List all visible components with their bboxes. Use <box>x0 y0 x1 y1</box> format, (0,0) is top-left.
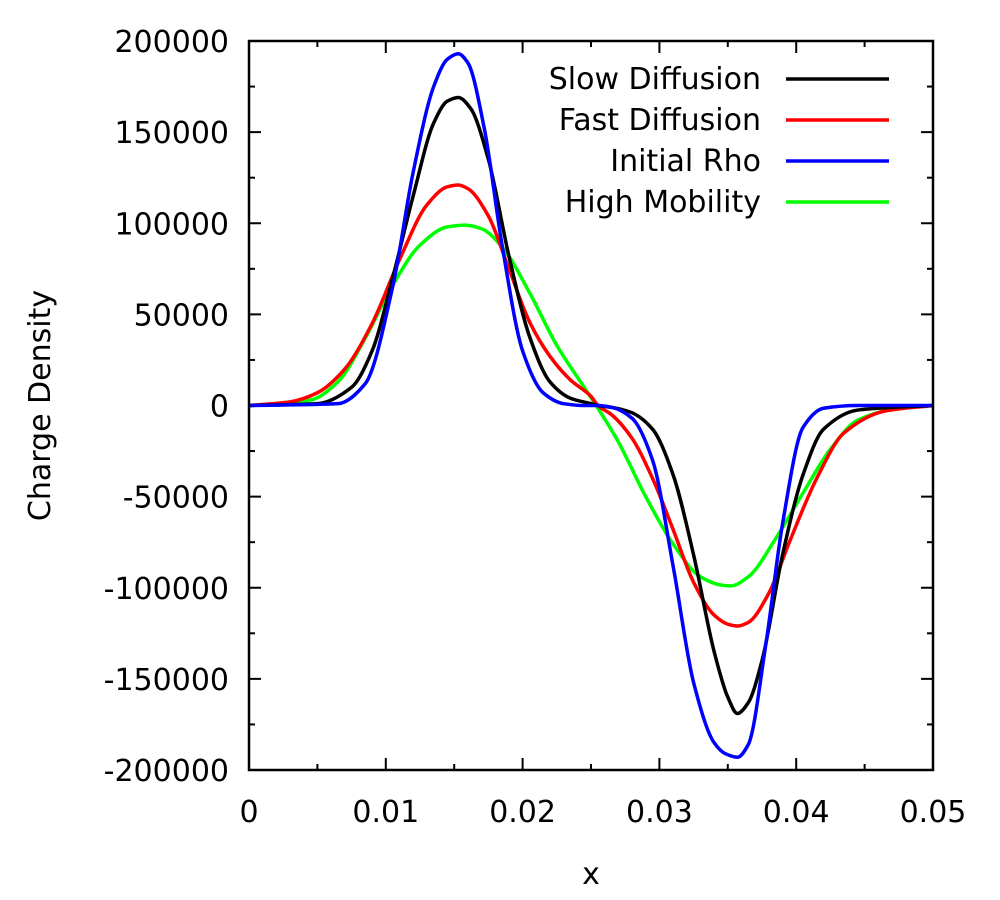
x-tick-label: 0.04 <box>763 795 830 830</box>
x-tick-label: 0.03 <box>626 795 693 830</box>
y-tick-label: 50000 <box>134 298 229 333</box>
y-tick-label: 200000 <box>114 25 229 60</box>
x-axis-ticks: 0 0.01 0.02 0.03 0.04 0.05 <box>239 41 966 830</box>
x-tick-label: 0.01 <box>352 795 419 830</box>
legend-label-fast-diffusion: Fast Diffusion <box>559 103 761 138</box>
legend-label-initial-rho: Initial Rho <box>610 144 761 179</box>
x-tick-label: 0.05 <box>900 795 967 830</box>
legend-label-high-mobility: High Mobility <box>565 185 761 220</box>
series-layer <box>248 52 934 759</box>
x-tick-label: 0 <box>239 795 258 830</box>
y-tick-label: 100000 <box>114 207 229 242</box>
series-line-initial-rho <box>248 52 933 759</box>
y-axis-title: Charge Density <box>23 290 58 521</box>
plot-frame <box>247 39 935 772</box>
x-axis-title: x <box>582 857 600 892</box>
y-tick-label: -50000 <box>123 481 229 516</box>
y-tick-label: 0 <box>210 390 229 425</box>
x-tick-label: 0.02 <box>489 795 556 830</box>
legend: Slow Diffusion Fast Diffusion Initial Rho H… <box>549 62 889 220</box>
y-axis-ticks: -200000 -150000 -100000 -50000 0 50000 100000 1… <box>104 25 933 789</box>
y-tick-label: -100000 <box>104 572 229 607</box>
y-tick-label: 150000 <box>114 116 229 151</box>
y-tick-label: -150000 <box>104 663 229 698</box>
legend-label-slow-diffusion: Slow Diffusion <box>549 62 761 97</box>
y-tick-label: -200000 <box>104 754 229 789</box>
